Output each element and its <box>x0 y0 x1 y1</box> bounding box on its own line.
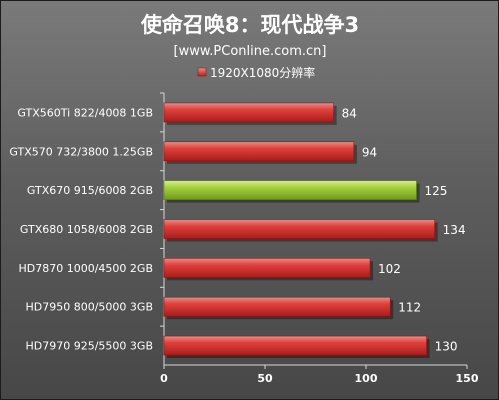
bar <box>163 102 334 123</box>
category-label: HD7970 925/5500 3GB <box>26 340 154 353</box>
value-label: 125 <box>425 184 448 198</box>
category-label: HD7950 800/5000 3GB <box>26 301 154 314</box>
legend-label: 1920X1080分辨率 <box>210 65 315 80</box>
value-label: 94 <box>362 145 377 159</box>
bar <box>163 141 355 162</box>
value-label: 102 <box>378 262 401 276</box>
value-label: 112 <box>398 301 421 315</box>
chart-title: 使命召唤8：现代战争3 <box>140 13 359 37</box>
category-label: GTX570 732/3800 1.25GB <box>9 145 153 158</box>
value-label: 134 <box>443 223 466 237</box>
category-label: GTX680 1058/6008 2GB <box>20 223 153 236</box>
value-label: 84 <box>342 106 357 120</box>
legend-swatch <box>197 67 207 77</box>
legend: 1920X1080分辨率 <box>197 65 315 80</box>
value-label: 130 <box>435 340 458 354</box>
category-label: GTX670 915/6008 2GB <box>27 184 153 197</box>
bar-highlighted <box>163 180 417 200</box>
category-label: HD7870 1000/4500 2GB <box>19 262 154 275</box>
x-tick-label: 0 <box>160 372 168 385</box>
bar <box>163 335 427 356</box>
labels-layer: 0 50 100 150 GTX560Ti 822/4008 1GB 84 GTX570 7… <box>9 106 478 385</box>
x-tick-label: 50 <box>257 372 273 385</box>
category-label: GTX560Ti 822/4008 1GB <box>17 106 153 119</box>
bar <box>163 258 371 278</box>
bar <box>163 296 391 317</box>
x-tick-label: 150 <box>456 372 479 385</box>
bars-layer <box>163 102 438 359</box>
x-tick-label: 100 <box>355 372 378 385</box>
chart-subtitle: [www.PConline.com.cn] <box>174 44 327 59</box>
bar <box>163 219 435 239</box>
